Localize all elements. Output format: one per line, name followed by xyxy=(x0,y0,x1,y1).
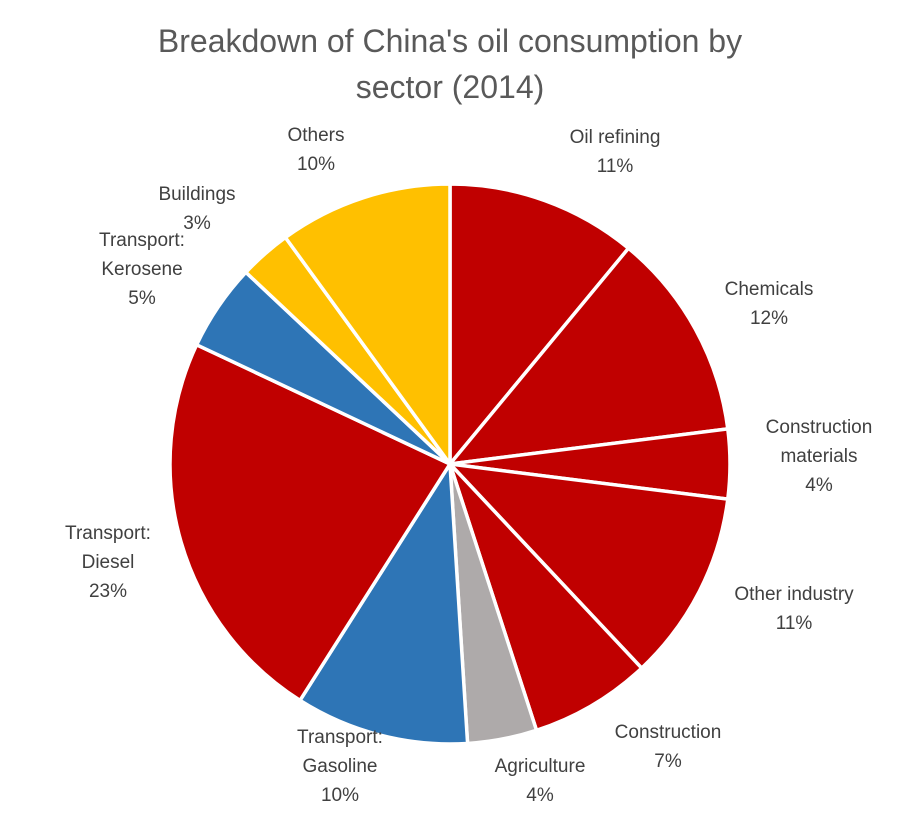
chart-title: Breakdown of China's oil consumption by … xyxy=(0,18,900,110)
data-label-name: Agriculture xyxy=(495,756,586,777)
data-label-percent: 12% xyxy=(750,308,788,329)
data-label-name: Diesel xyxy=(82,552,135,573)
data-label-chemicals: Chemicals 12% xyxy=(725,279,814,329)
data-label-name: Transport: xyxy=(297,727,383,748)
data-label-name: Gasoline xyxy=(303,756,378,777)
data-label-percent: 10% xyxy=(297,154,335,175)
data-label-name: Transport: xyxy=(65,523,151,544)
data-label-name: Construction xyxy=(766,417,873,438)
data-label-name: Kerosene xyxy=(101,259,182,280)
data-label-percent: 11% xyxy=(597,156,634,177)
data-label-percent: 4% xyxy=(805,475,833,496)
pie-slice-other-industry xyxy=(448,462,730,670)
data-label-percent: 5% xyxy=(128,288,156,309)
data-label-percent: 4% xyxy=(526,785,554,806)
pie-slice-oil-refining xyxy=(448,182,631,466)
pie-slice-chemicals xyxy=(448,246,730,466)
data-label-transport-gasoline: Transport: Gasoline 10% xyxy=(297,727,383,806)
data-label-percent: 23% xyxy=(89,581,127,602)
chart-title-line-1: Breakdown of China's oil consumption by xyxy=(157,23,743,59)
data-label-name: Transport: xyxy=(99,230,185,251)
data-label-construction-materials: Construction materials 4% xyxy=(766,417,873,496)
data-label-agriculture: Agriculture 4% xyxy=(495,756,586,806)
data-label-name: Others xyxy=(287,125,344,146)
pie-slice-transport-gasoline xyxy=(298,462,470,746)
data-label-name: Other industry xyxy=(734,584,854,605)
data-label-oil-refining: Oil refining 11% xyxy=(570,127,661,177)
data-label-transport-kerosene: Transport: Kerosene 5% xyxy=(99,230,185,309)
data-label-percent: 10% xyxy=(321,785,359,806)
data-label-transport-diesel: Transport: Diesel 23% xyxy=(65,523,151,602)
data-label-name: Construction xyxy=(615,722,722,743)
data-label-name: materials xyxy=(780,446,857,467)
pie-labels: Oil refining 11% Chemicals 12% Construction m… xyxy=(65,125,872,806)
data-label-buildings: Buildings 3% xyxy=(158,184,235,234)
pie-slice-construction xyxy=(448,462,644,733)
data-label-name: Chemicals xyxy=(725,279,814,300)
data-label-percent: 7% xyxy=(654,751,682,772)
chart-title-line-2: sector (2014) xyxy=(355,69,545,105)
data-label-construction: Construction 7% xyxy=(615,722,722,772)
data-label-name: Oil refining xyxy=(570,127,661,148)
pie-slices xyxy=(168,182,732,746)
pie-slice-others xyxy=(283,182,452,466)
data-label-percent: 3% xyxy=(183,213,211,234)
data-label-percent: 11% xyxy=(776,613,813,634)
pie-slice-transport-diesel xyxy=(168,343,452,703)
data-label-others: Others 10% xyxy=(287,125,344,175)
data-label-name: Buildings xyxy=(158,184,235,205)
data-label-other-industry: Other industry 11% xyxy=(734,584,854,634)
